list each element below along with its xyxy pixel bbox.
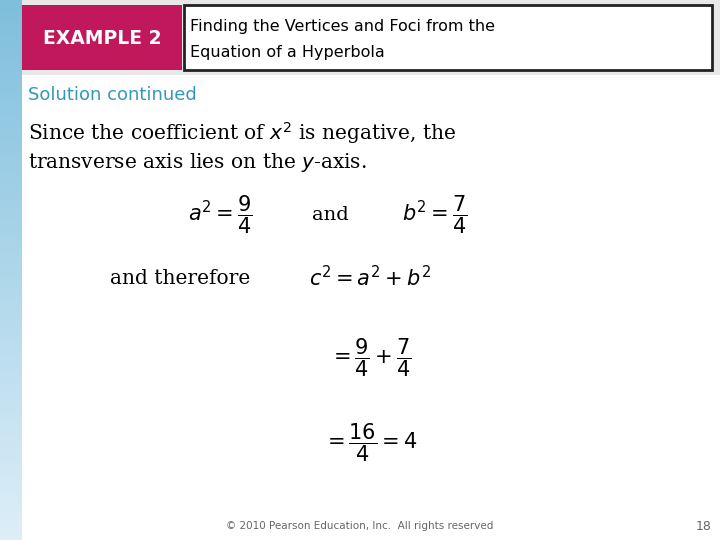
FancyBboxPatch shape xyxy=(22,5,182,70)
Text: $c^2 = a^2 + b^2$: $c^2 = a^2 + b^2$ xyxy=(309,265,431,291)
Text: transverse axis lies on the $y$-axis.: transverse axis lies on the $y$-axis. xyxy=(28,152,366,174)
Text: Equation of a Hyperbola: Equation of a Hyperbola xyxy=(190,45,384,60)
Text: 18: 18 xyxy=(696,519,712,532)
Text: EXAMPLE 2: EXAMPLE 2 xyxy=(42,29,161,48)
Text: Since the coefficient of $x^2$ is negative, the: Since the coefficient of $x^2$ is negati… xyxy=(28,120,456,146)
Text: $b^2 = \dfrac{7}{4}$: $b^2 = \dfrac{7}{4}$ xyxy=(402,194,468,237)
Text: $= \dfrac{16}{4} = 4$: $= \dfrac{16}{4} = 4$ xyxy=(323,422,418,464)
Text: and therefore: and therefore xyxy=(110,268,251,287)
Text: $= \dfrac{9}{4} + \dfrac{7}{4}$: $= \dfrac{9}{4} + \dfrac{7}{4}$ xyxy=(329,337,411,379)
Text: and: and xyxy=(312,206,348,224)
FancyBboxPatch shape xyxy=(0,0,720,75)
Text: Finding the Vertices and Foci from the: Finding the Vertices and Foci from the xyxy=(190,18,495,33)
Text: $a^2 = \dfrac{9}{4}$: $a^2 = \dfrac{9}{4}$ xyxy=(188,194,252,237)
Text: © 2010 Pearson Education, Inc.  All rights reserved: © 2010 Pearson Education, Inc. All right… xyxy=(226,521,494,531)
Text: Solution continued: Solution continued xyxy=(28,86,197,104)
FancyBboxPatch shape xyxy=(184,5,712,70)
